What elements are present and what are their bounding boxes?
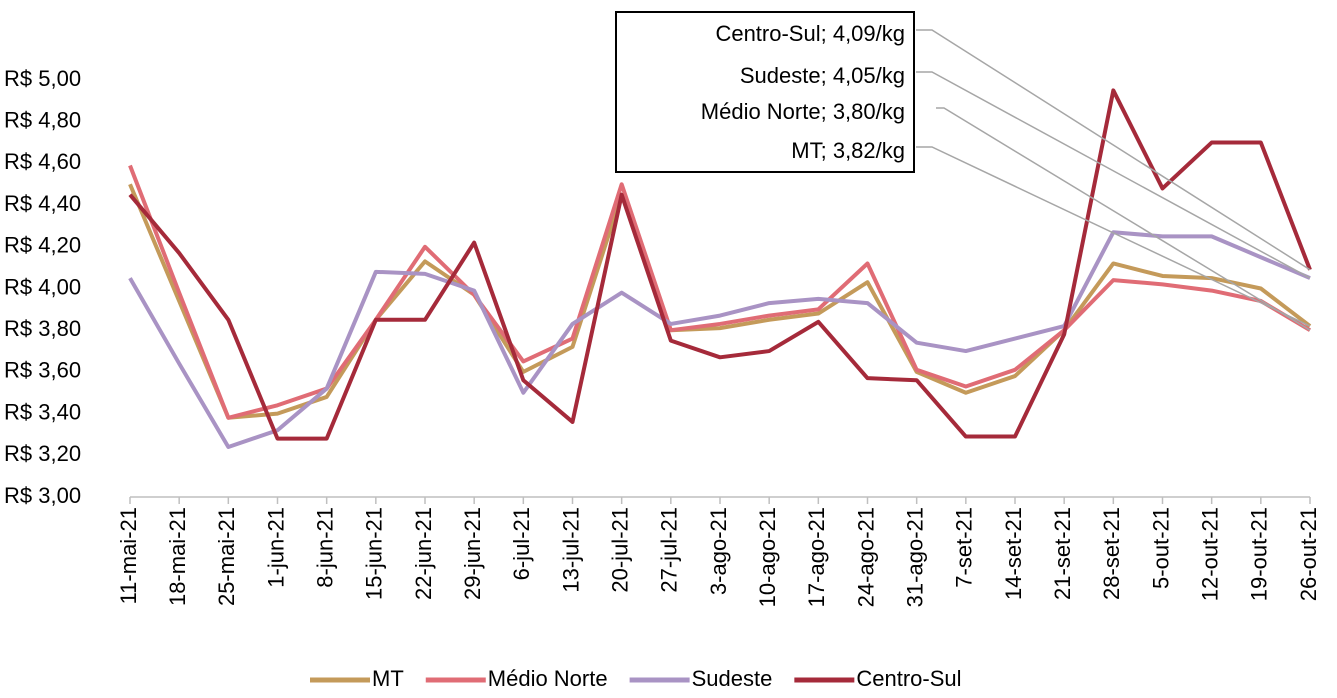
x-tick-label: 29-jun-21 — [460, 507, 485, 600]
legend-label: Sudeste — [692, 666, 773, 691]
x-tick-label: 21-set-21 — [1050, 507, 1075, 600]
leader-line — [916, 29, 1311, 271]
annotation-box — [615, 11, 915, 173]
y-tick-label: R$ 4,80 — [4, 108, 81, 133]
leader-line — [916, 71, 1311, 279]
y-tick-label: R$ 3,40 — [4, 399, 81, 424]
y-tick-label: R$ 3,20 — [4, 441, 81, 466]
x-tick-label: 15-jun-21 — [362, 507, 387, 600]
series-line — [128, 183, 1312, 420]
annotation: MT; 3,82/kg — [791, 138, 905, 163]
x-tick-label: 14-set-21 — [1001, 507, 1026, 600]
leader-line — [936, 107, 1311, 331]
x-tick-label: 22-jun-21 — [411, 507, 436, 600]
y-tick-label: R$ 3,00 — [4, 483, 81, 508]
legend-label: Centro-Sul — [856, 666, 961, 691]
x-tick-label: 27-jul-21 — [657, 507, 682, 593]
x-tick-label: 20-jul-21 — [607, 507, 632, 593]
x-tick-label: 19-out-21 — [1247, 507, 1272, 601]
x-tick-label: 18-mai-21 — [165, 507, 190, 606]
x-tick-label: 6-jul-21 — [509, 507, 534, 580]
y-tick-label: R$ 3,80 — [4, 316, 81, 341]
x-tick-label: 8-jun-21 — [312, 507, 337, 588]
y-tick-label: R$ 4,20 — [4, 233, 81, 258]
x-tick-label: 25-mai-21 — [214, 507, 239, 606]
x-tick-label: 28-set-21 — [1099, 507, 1124, 600]
series-line — [128, 164, 1312, 420]
x-tick-label: 26-out-21 — [1296, 507, 1321, 601]
annotation: Sudeste; 4,05/kg — [740, 63, 905, 88]
x-tick-label: 5-out-21 — [1148, 507, 1173, 589]
annotation: Médio Norte; 3,80/kg — [701, 99, 905, 124]
y-tick-label: R$ 4,40 — [4, 191, 81, 216]
x-tick-label: 24-ago-21 — [853, 507, 878, 607]
series-line — [128, 230, 1311, 449]
x-tick-label: 17-ago-21 — [804, 507, 829, 607]
y-tick-label: R$ 4,60 — [4, 149, 81, 174]
annotation: Centro-Sul; 4,09/kg — [715, 21, 905, 46]
x-tick-label: 11-mai-21 — [116, 507, 141, 604]
x-tick-label: 12-out-21 — [1197, 507, 1222, 601]
x-tick-label: 10-ago-21 — [755, 507, 780, 607]
y-tick-label: R$ 5,00 — [4, 66, 81, 91]
leader-line — [916, 146, 1311, 327]
x-tick-label: 31-ago-21 — [902, 507, 927, 607]
x-tick-label: 3-ago-21 — [706, 507, 731, 595]
series-line — [128, 88, 1312, 441]
legend-label: Médio Norte — [488, 666, 608, 691]
legend-label: MT — [372, 666, 404, 691]
y-tick-label: R$ 4,00 — [4, 274, 81, 299]
x-tick-label: 13-jul-21 — [558, 507, 583, 593]
x-tick-label: 7-set-21 — [952, 507, 977, 588]
x-tick-label: 1-jun-21 — [263, 507, 288, 588]
y-tick-label: R$ 3,60 — [4, 358, 81, 383]
